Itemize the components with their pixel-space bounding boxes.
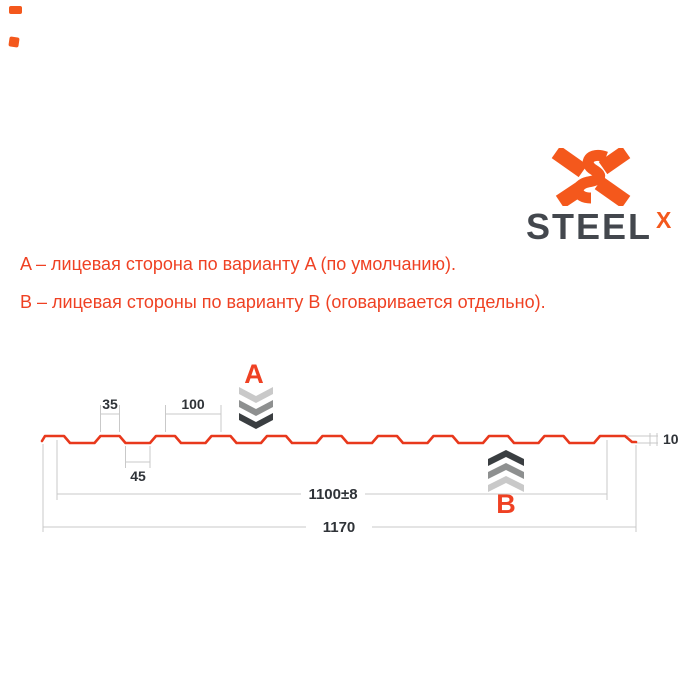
dim-pitch-label: 100 xyxy=(181,396,205,412)
chevron-up-icon xyxy=(488,450,524,492)
dim-rib-top-label: 35 xyxy=(102,396,118,412)
profile-diagram: 35 100 45 10 1100±8 1170 A B xyxy=(40,359,679,536)
dim-overall-width-label: 1170 xyxy=(323,519,356,536)
dim-height-label: 10 xyxy=(663,431,679,447)
brand-text: STEEL X xyxy=(526,206,671,248)
steelx-x-icon xyxy=(551,148,631,206)
marker-b: B xyxy=(488,450,524,519)
dim-rib-bottom-label: 45 xyxy=(130,468,146,484)
watermark-mark-icon xyxy=(9,6,22,14)
marker-b-letter: B xyxy=(496,489,516,519)
brand-sup-x: X xyxy=(656,207,672,233)
marker-a-letter: A xyxy=(244,359,264,389)
dimension-lines xyxy=(42,405,658,532)
brand-name: STEEL xyxy=(526,206,653,247)
profile-outline xyxy=(40,434,638,445)
chevron-down-icon xyxy=(239,387,273,429)
marker-a: A xyxy=(239,359,273,429)
note-line-a: A – лицевая сторона по варианту A (по ум… xyxy=(20,254,456,274)
dim-working-width-label: 1100±8 xyxy=(308,486,357,503)
watermark-mark-icon xyxy=(8,36,20,48)
brand-logo: STEEL X xyxy=(526,138,696,248)
note-line-b: B – лицевая стороны по варианту B (огова… xyxy=(20,292,546,312)
